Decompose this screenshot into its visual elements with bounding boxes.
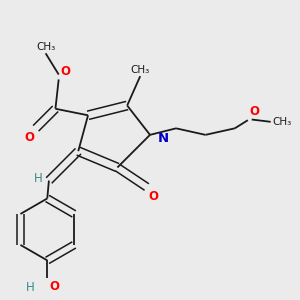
Text: O: O — [49, 280, 59, 293]
Text: CH₃: CH₃ — [272, 117, 292, 127]
Text: O: O — [148, 190, 158, 203]
Text: H: H — [26, 281, 34, 294]
Text: O: O — [250, 105, 260, 118]
Text: O: O — [24, 131, 34, 144]
Text: CH₃: CH₃ — [130, 64, 150, 74]
Text: CH₃: CH₃ — [36, 42, 55, 52]
Text: H: H — [34, 172, 42, 185]
Text: N: N — [158, 132, 169, 145]
Text: O: O — [60, 65, 70, 78]
